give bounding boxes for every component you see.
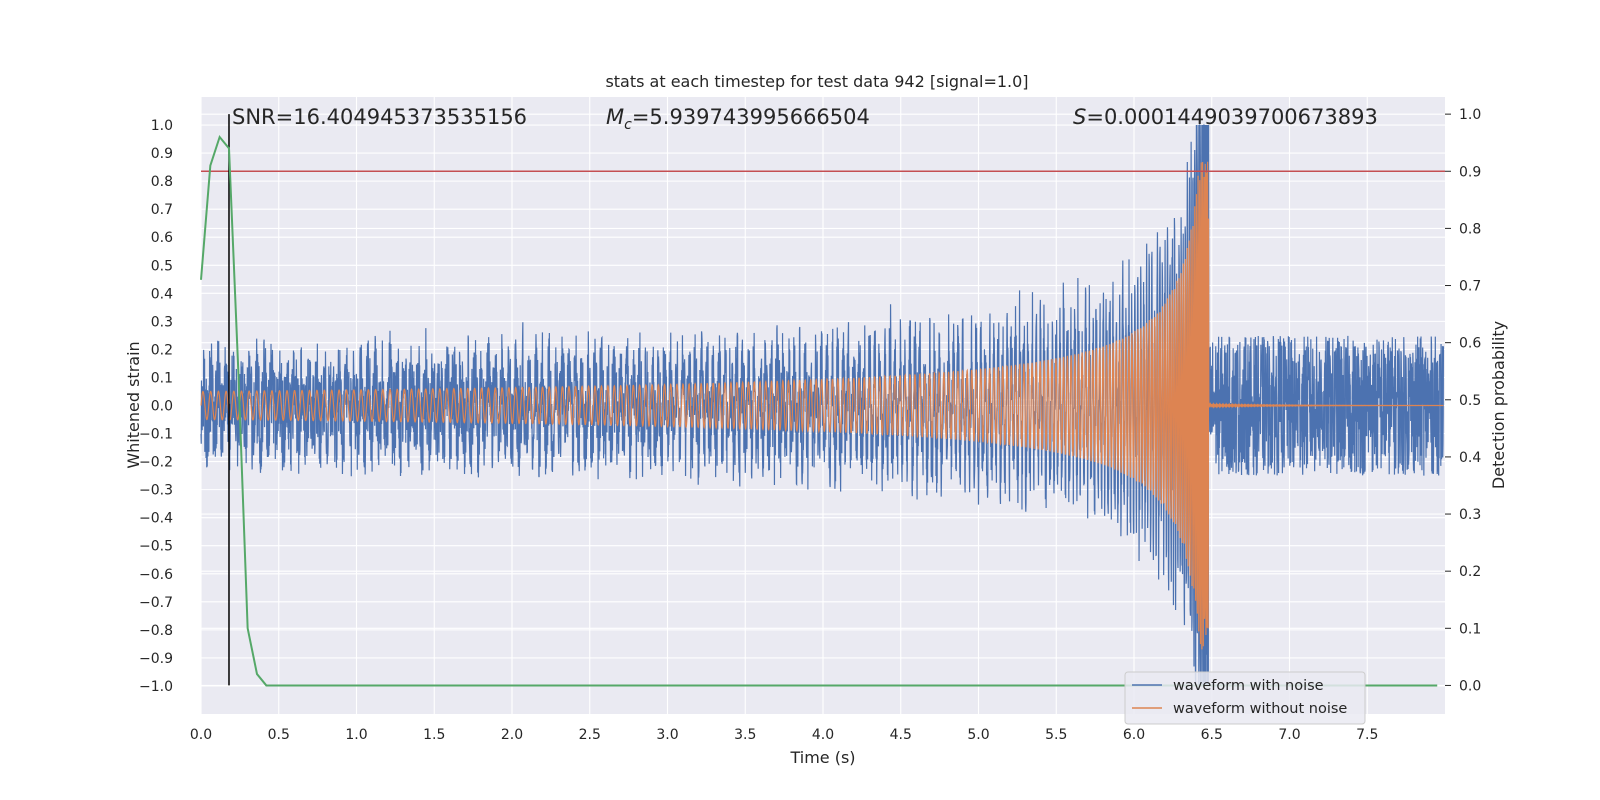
y-right-axis-label: Detection probability — [1489, 321, 1508, 489]
snr-annotation: SNR=16.404945373535156 — [232, 105, 527, 129]
y-tick-label: 0.0 — [151, 399, 173, 415]
x-tick-label: 2.0 — [501, 727, 523, 743]
y-tick-label: 0.3 — [151, 314, 173, 330]
y-tick-label: 0.9 — [151, 146, 173, 162]
x-tick-label: 4.0 — [812, 727, 834, 743]
y-tick-label: −0.9 — [139, 651, 173, 667]
series-waveform-without-noise — [200, 161, 1444, 650]
y-right-tick-label: 0.9 — [1459, 164, 1481, 180]
x-tick-label: 1.5 — [423, 727, 445, 743]
chart-title: stats at each timestep for test data 942… — [605, 72, 1028, 91]
y-tick-label: 0.8 — [151, 174, 173, 190]
y-right-tick-label: 0.4 — [1459, 450, 1481, 466]
y-right-tick-label: 0.0 — [1459, 678, 1481, 694]
legend-box — [1124, 671, 1366, 725]
x-tick-label: 2.5 — [579, 727, 601, 743]
x-tick-label: 3.0 — [656, 727, 678, 743]
y-tick-label: 0.6 — [151, 230, 173, 246]
y-tick-label: −0.3 — [139, 483, 173, 499]
s-value: =0.0001449039700673893 — [1086, 105, 1378, 129]
x-tick-label: 3.5 — [734, 727, 756, 743]
y-tick-label: 0.2 — [151, 342, 173, 358]
x-tick-label: 6.5 — [1201, 727, 1223, 743]
x-tick-label: 5.5 — [1045, 727, 1067, 743]
y-right-tick-label: 0.3 — [1459, 507, 1481, 523]
y-right-tick-label: 0.5 — [1459, 393, 1481, 409]
legend-label-with-noise: waveform with noise — [1173, 678, 1324, 694]
chirp-mass-symbol: M — [606, 105, 624, 129]
chirp-mass-annotation: Mc=5.939743995666504 — [606, 105, 870, 133]
x-tick-labels: 0.0 0.5 1.0 1.5 2.0 2.5 3.0 3.5 4.0 4.5 5.0 5.5 6.0 6… — [190, 727, 1379, 743]
x-tick-label: 7.5 — [1356, 727, 1378, 743]
y-right-tick-label: 0.8 — [1459, 221, 1481, 237]
x-tick-label: 7.0 — [1278, 727, 1300, 743]
y-tick-label: −0.6 — [139, 567, 173, 583]
x-tick-label: 6.0 — [1123, 727, 1145, 743]
y-tick-labels: 1.0 0.9 0.8 0.7 0.6 0.5 0.4 0.3 0.2 0.1 0.0 −0.1 −0.… — [139, 118, 173, 695]
x-tick-label: 0.5 — [268, 727, 290, 743]
y-tick-label: −1.0 — [139, 679, 173, 695]
y-tick-label: −0.1 — [139, 427, 173, 443]
y-tick-label: −0.4 — [139, 511, 173, 527]
series-detection-probability — [200, 134, 1438, 687]
x-tick-label: 0.0 — [190, 727, 212, 743]
y-right-tick-label: 0.6 — [1459, 336, 1481, 352]
chirp-mass-subscript: c — [624, 117, 632, 133]
y-right-tick-labels: 1.0 0.9 0.8 0.7 0.6 0.5 0.4 0.3 0.2 0.1 0.0 — [1445, 107, 1481, 694]
legend: waveform with noise waveform without noi… — [1124, 671, 1366, 725]
y-right-tick-label: 0.1 — [1459, 621, 1481, 637]
y-tick-label: −0.8 — [139, 623, 173, 639]
series-layer — [200, 114, 1445, 687]
y-right-tick-label: 0.7 — [1459, 279, 1481, 295]
x-tick-label: 1.0 — [345, 727, 367, 743]
y-tick-label: 1.0 — [151, 118, 173, 134]
s-symbol: S — [1073, 105, 1086, 129]
legend-label-without-noise: waveform without noise — [1173, 701, 1347, 717]
y-right-tick-label: 1.0 — [1459, 107, 1481, 123]
x-axis-label: Time (s) — [789, 748, 855, 767]
x-tick-label: 4.5 — [890, 727, 912, 743]
y-tick-label: −0.5 — [139, 539, 173, 555]
x-tick-label: 5.0 — [967, 727, 989, 743]
y-axis-label: Whitened strain — [124, 341, 143, 468]
y-tick-label: 0.1 — [151, 370, 173, 386]
y-tick-label: 0.4 — [151, 286, 173, 302]
y-right-tick-label: 0.2 — [1459, 564, 1481, 580]
y-tick-label: −0.7 — [139, 595, 173, 611]
y-tick-label: −0.2 — [139, 455, 173, 471]
chirp-mass-value: =5.939743995666504 — [632, 105, 870, 129]
y-tick-label: 0.7 — [151, 202, 173, 218]
y-tick-label: 0.5 — [151, 258, 173, 274]
s-annotation: S=0.0001449039700673893 — [1073, 105, 1378, 129]
